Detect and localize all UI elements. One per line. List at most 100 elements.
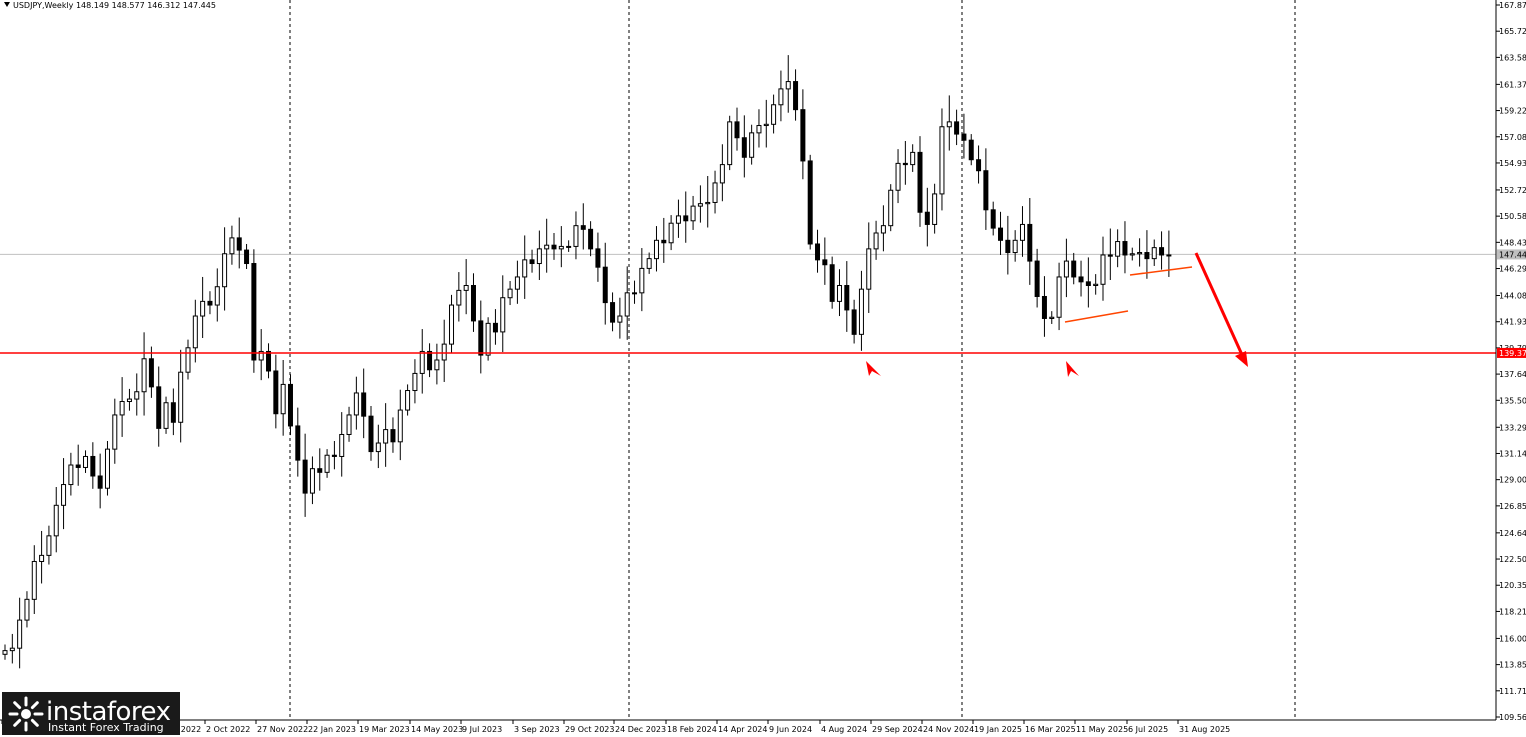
bull-candle xyxy=(192,315,198,349)
date-tick-label: 18 Feb 2024 xyxy=(667,725,717,734)
pointer-arrow xyxy=(1066,361,1079,377)
chart-title: USDJPY,Weekly 148.149 148.577 146.312 14… xyxy=(4,1,216,10)
bear-candle xyxy=(97,475,103,489)
logo-wordmark: instaforex xyxy=(46,697,171,727)
bull-candle xyxy=(1115,241,1121,257)
bull-candle xyxy=(112,414,118,450)
price-tick-label: 146.290 xyxy=(1499,265,1526,274)
bull-candle xyxy=(939,126,945,195)
bear-candle xyxy=(661,239,667,244)
bear-candle xyxy=(741,137,747,158)
date-tick-label: 14 May 2023 xyxy=(411,725,463,734)
chart-title-text: USDJPY,Weekly 148.149 148.577 146.312 14… xyxy=(13,1,216,10)
down-arrow-shaft xyxy=(1194,252,1245,358)
bull-candle xyxy=(68,464,74,486)
bear-candle xyxy=(1027,223,1033,262)
bull-candle xyxy=(412,372,418,392)
bull-candle xyxy=(61,484,67,506)
lower-trendline xyxy=(1064,310,1129,323)
bear-candle xyxy=(368,415,374,453)
pointer-arrow xyxy=(866,361,881,376)
bull-candle xyxy=(858,288,864,335)
bull-candle xyxy=(785,81,791,90)
bear-candle xyxy=(822,259,828,266)
bull-candle xyxy=(449,304,455,345)
bear-candle xyxy=(602,266,608,304)
chart-grid xyxy=(0,0,1496,718)
bull-candle xyxy=(1100,254,1106,285)
bull-candle xyxy=(712,182,718,203)
price-tick-label: 163.580 xyxy=(1499,53,1526,62)
bull-candle xyxy=(200,300,206,317)
bear-candle xyxy=(998,227,1004,241)
bull-candle xyxy=(544,244,550,250)
bull-candle xyxy=(258,350,264,361)
bull-candle xyxy=(866,248,872,290)
bull-candle xyxy=(646,258,652,269)
bull-candle xyxy=(126,398,132,403)
bull-candle xyxy=(397,409,403,443)
bull-candle xyxy=(836,285,842,302)
bear-candle xyxy=(1085,281,1091,287)
date-tick-label: 24 Dec 2023 xyxy=(615,725,666,734)
bear-candle xyxy=(917,151,923,213)
logo-tagline: Instant Forex Trading xyxy=(48,721,164,734)
bull-candle xyxy=(536,248,542,265)
down-arrow-head xyxy=(1235,351,1248,367)
bull-candle xyxy=(163,402,169,429)
bull-candle xyxy=(690,205,696,222)
bull-candle xyxy=(910,151,916,166)
bull-candle xyxy=(1166,254,1172,257)
bear-candle xyxy=(236,237,242,251)
bull-candle xyxy=(668,222,674,244)
bull-candle xyxy=(375,442,381,453)
bull-candle xyxy=(946,121,952,128)
bear-candle xyxy=(244,249,250,265)
bear-candle xyxy=(266,350,272,372)
bull-candle xyxy=(1019,223,1025,241)
bull-candle xyxy=(573,225,579,247)
bear-candle xyxy=(470,285,476,322)
bear-candle xyxy=(1071,260,1077,278)
price-tick-label: 120.355 xyxy=(1499,581,1526,590)
bull-candle xyxy=(9,647,15,652)
bull-candle xyxy=(463,285,469,291)
bear-candle xyxy=(1078,276,1084,283)
current-price-badge xyxy=(1497,249,1526,260)
price-tick-label: 152.725 xyxy=(1499,186,1526,195)
bear-candle xyxy=(829,264,835,302)
bull-candle xyxy=(880,225,886,234)
bear-candle xyxy=(968,139,974,161)
bull-candle xyxy=(141,358,147,393)
bear-candle xyxy=(1144,252,1150,260)
dropdown-triangle-icon[interactable] xyxy=(4,2,10,7)
bull-candle xyxy=(675,215,681,224)
price-tick-label: 122.500 xyxy=(1499,555,1526,564)
bull-candle xyxy=(1137,252,1143,255)
bull-candle xyxy=(727,121,733,166)
bull-candle xyxy=(309,468,315,494)
bull-candle xyxy=(222,253,228,288)
bear-candle xyxy=(148,358,154,388)
bull-candle xyxy=(383,429,389,444)
bull-candle xyxy=(566,245,572,248)
bull-candle xyxy=(756,125,762,134)
date-tick-label: 24 Nov 2024 xyxy=(923,725,974,734)
bull-candle xyxy=(624,292,630,317)
bear-candle xyxy=(844,285,850,311)
price-tick-label: 113.855 xyxy=(1499,661,1526,670)
bear-candle xyxy=(793,81,799,111)
bull-candle xyxy=(888,189,894,227)
bull-candle xyxy=(507,288,513,299)
price-tick-label: 129.000 xyxy=(1499,476,1526,485)
bull-candle xyxy=(763,123,769,127)
bull-candle xyxy=(1063,260,1069,278)
date-tick-label: 19 Mar 2023 xyxy=(359,725,410,734)
bull-candle xyxy=(324,454,330,473)
bear-candle xyxy=(551,244,557,250)
bull-candle xyxy=(1012,239,1018,254)
bull-candle xyxy=(39,554,45,562)
date-tick-label: 29 Sep 2024 xyxy=(872,725,923,734)
price-tick-label: 137.645 xyxy=(1499,370,1526,379)
